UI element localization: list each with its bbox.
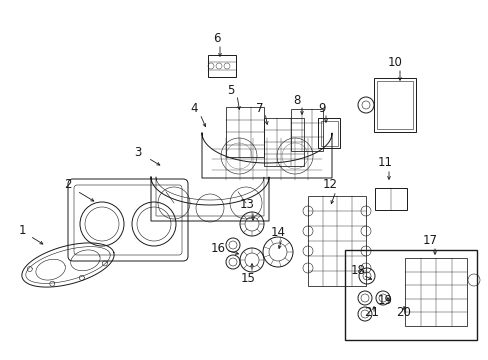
Text: 6: 6	[213, 31, 220, 45]
Text: 11: 11	[377, 157, 392, 170]
Text: 5: 5	[227, 84, 234, 96]
Text: 18: 18	[350, 264, 365, 276]
Text: 1: 1	[18, 224, 26, 237]
Text: 3: 3	[134, 147, 142, 159]
Text: 8: 8	[293, 94, 300, 107]
Text: 4: 4	[190, 102, 197, 114]
Bar	[404, 258, 466, 326]
Text: 9: 9	[318, 102, 325, 114]
Bar	[207, 55, 236, 77]
Bar	[320, 121, 337, 145]
Bar	[307, 196, 365, 286]
Bar	[317, 118, 339, 148]
Text: 16: 16	[210, 242, 225, 255]
Bar	[264, 118, 304, 166]
Text: 21: 21	[364, 306, 379, 319]
Bar	[345, 250, 476, 340]
Bar	[374, 188, 406, 210]
Text: 7: 7	[256, 102, 263, 114]
Bar	[290, 109, 323, 151]
Bar	[376, 81, 412, 129]
Text: 12: 12	[322, 179, 337, 192]
Bar	[373, 78, 415, 132]
Text: 15: 15	[240, 271, 255, 284]
Bar	[225, 107, 264, 157]
Text: 14: 14	[270, 225, 285, 238]
Text: 19: 19	[377, 293, 392, 306]
Text: 20: 20	[396, 306, 410, 319]
Text: 10: 10	[387, 55, 402, 68]
Text: 2: 2	[64, 179, 72, 192]
Text: 13: 13	[239, 198, 254, 211]
Text: 17: 17	[422, 234, 437, 247]
